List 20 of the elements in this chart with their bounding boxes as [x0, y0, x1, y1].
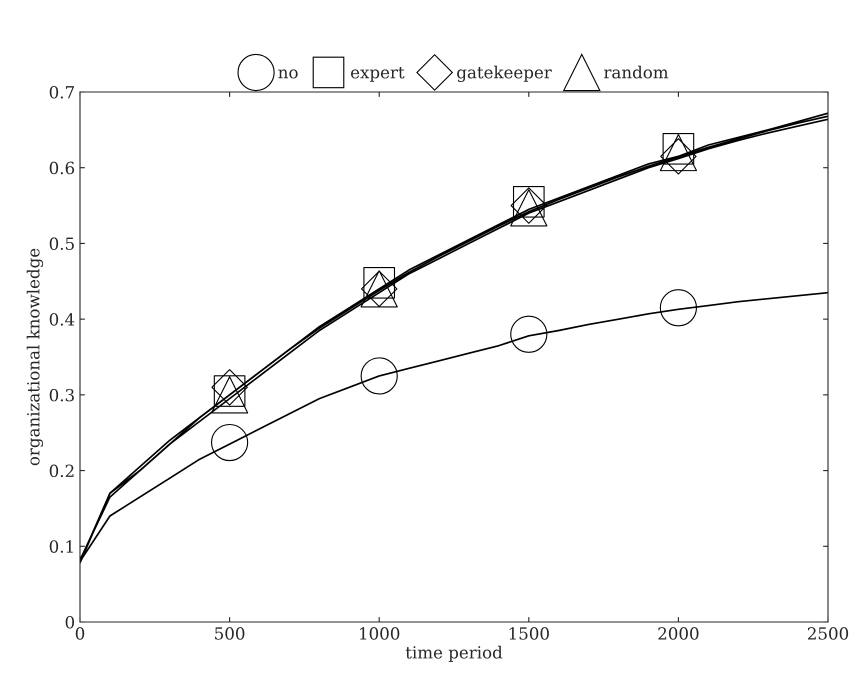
y-tick-label: 0: [66, 616, 74, 629]
legend-label: random: [604, 66, 668, 79]
x-tick-label: 2000: [658, 627, 698, 640]
x-axis-title: time period: [406, 646, 502, 662]
y-tick-label: 0.2: [50, 464, 74, 478]
x-tick-label: 1000: [360, 627, 400, 640]
y-axis-title: organizational knowledge: [26, 248, 44, 466]
y-tick-label: 0.6: [50, 162, 74, 174]
y-tick-label: 0.1: [50, 540, 73, 553]
x-tick-label: 2500: [808, 627, 848, 640]
x-tick-label: 0: [76, 627, 84, 640]
legend-label: gatekeeper: [457, 66, 552, 82]
y-tick-label: 0.4: [50, 313, 74, 326]
y-tick-label: 0.5: [50, 237, 74, 250]
x-tick-label: 1500: [510, 627, 549, 640]
y-tick-label: 0.3: [50, 388, 74, 402]
legend-label: no: [278, 69, 298, 79]
x-tick-label: 500: [215, 627, 244, 640]
y-tick-label: 0.7: [50, 86, 74, 99]
legend-label: expert: [350, 66, 404, 82]
